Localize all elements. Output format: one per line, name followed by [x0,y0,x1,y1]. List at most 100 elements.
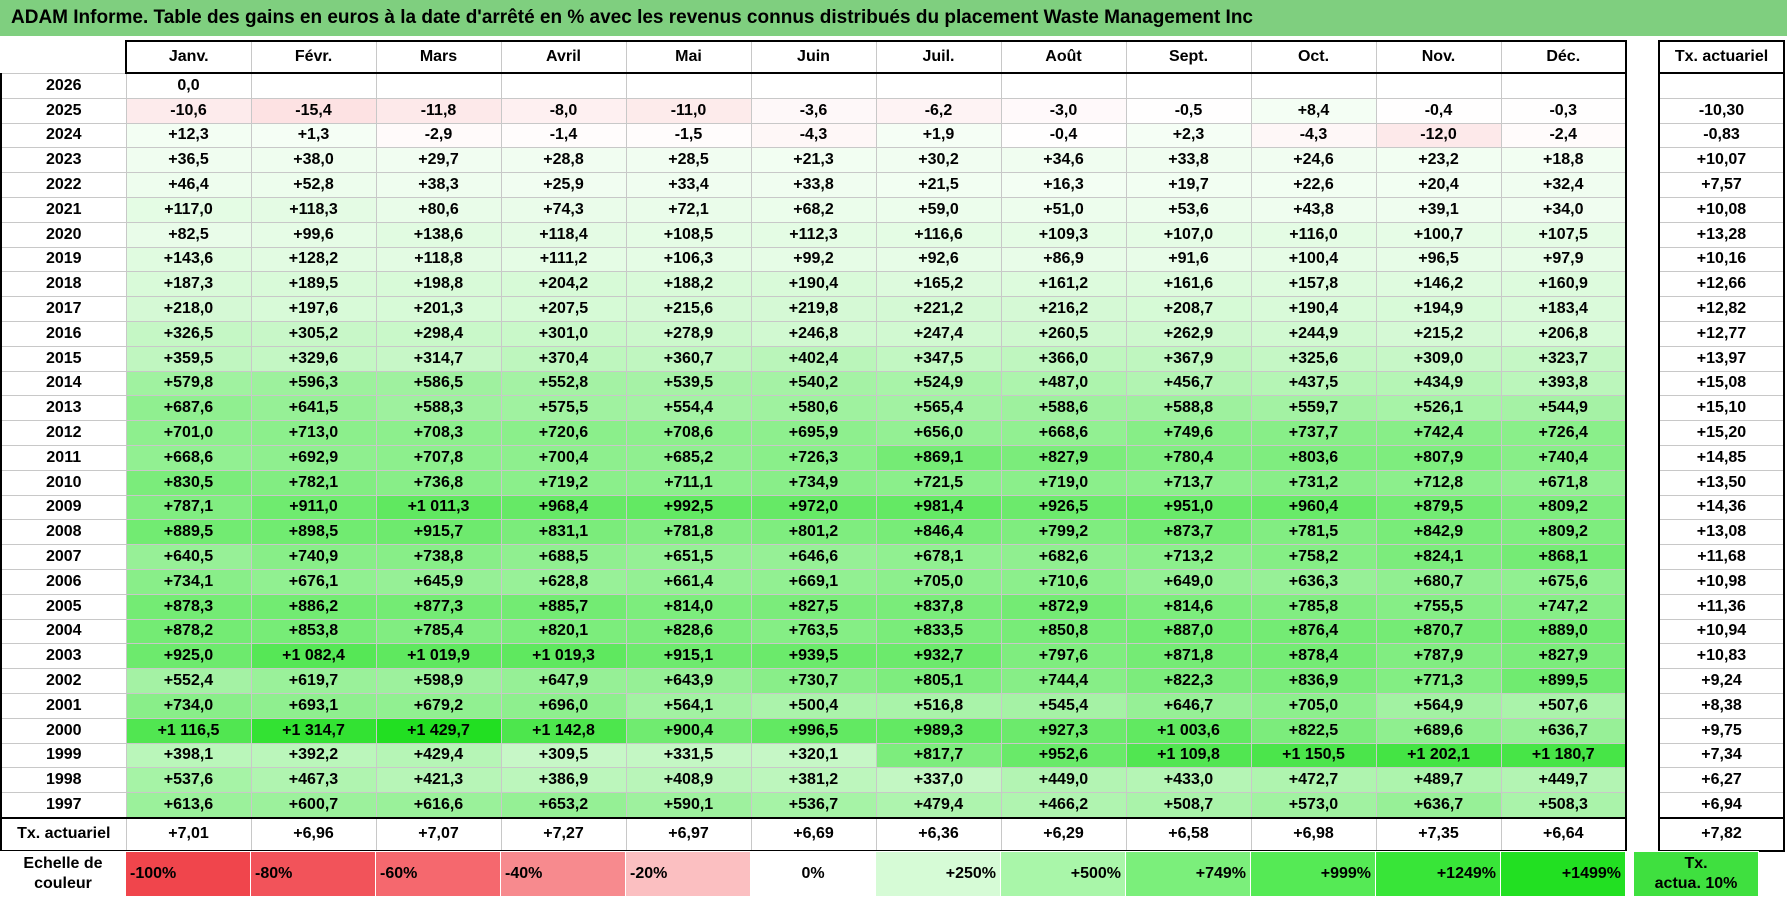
rate-cell: +10,83 [1658,643,1785,670]
gain-cell: +814,6 [1125,593,1252,620]
gain-cell: +782,1 [250,469,377,496]
footer-rate-cell: +7,07 [375,816,502,852]
gain-cell: +107,5 [1500,221,1627,248]
gain-cell: +393,8 [1500,370,1627,397]
rate-cell: +14,85 [1658,444,1785,471]
gain-cell: +360,7 [625,345,752,372]
gain-cell: +449,0 [1000,767,1127,794]
gain-cell: +187,3 [125,271,252,298]
gain-cell: +740,9 [250,544,377,570]
gain-cell: +885,7 [500,593,627,620]
table-row: 2019 +143,6 +128,2 +118,8 +111,2 +106,3 +99,2 +… [0,246,1627,273]
table-row: 2011 +668,6 +692,9 +707,8 +700,4 +685,2 +726,3… [0,444,1627,471]
gain-cell: +161,6 [1125,271,1252,298]
year-cell: 2017 [0,296,127,322]
gain-cell: +872,9 [1000,593,1127,620]
gain-cell: +763,5 [750,618,877,645]
rate-cell: +10,98 [1658,568,1785,595]
gain-cell: +668,6 [125,444,252,471]
gain-cell: +206,8 [1500,320,1627,347]
gain-cell: +850,8 [1000,618,1127,645]
gain-cell: +636,7 [1500,717,1627,744]
gain-cell: +649,0 [1125,568,1252,595]
gain-cell: +46,4 [125,172,252,198]
rate-cell: +15,10 [1658,395,1785,422]
gain-cell: +112,3 [750,221,877,248]
gain-cell: +25,9 [500,172,627,198]
gain-cell [375,72,502,99]
gain-cell: +785,4 [375,618,502,645]
gain-cell: +799,2 [1000,519,1127,546]
table-row: 2023 +36,5 +38,0 +29,7 +28,8 +28,5 +21,3 +30,2 +… [0,147,1627,174]
gain-cell: +749,6 [1125,420,1252,446]
gain-cell: +876,4 [1250,618,1377,645]
rate-cell: +12,77 [1658,320,1785,347]
rate-cell: +14,36 [1658,494,1785,521]
gain-cell: +12,3 [125,122,252,149]
month-header: Juin [750,40,877,74]
year-cell: 2004 [0,618,127,645]
gain-cell: +38,0 [250,147,377,174]
legend-gap [1625,851,1634,897]
gain-cell: +692,9 [250,444,377,471]
gain-cell: +616,6 [375,792,502,819]
gain-cell: +636,7 [1375,792,1502,819]
legend-swatch: +500% [1000,851,1126,897]
gain-cell: +705,0 [875,568,1002,595]
gain-cell: +207,5 [500,296,627,322]
gain-cell: +705,0 [1250,692,1377,719]
year-cell: 2013 [0,395,127,422]
gain-cell: +656,0 [875,420,1002,446]
gain-cell: +830,5 [125,469,252,496]
gain-cell: +160,9 [1500,271,1627,298]
gain-cell: +726,4 [1500,420,1627,446]
gain-cell: +204,2 [500,271,627,298]
table-row: 2025 -10,6 -15,4 -11,8 -8,0 -11,0 -3,6 -6,2 -3,0… [0,97,1627,124]
table-row: 2004 +878,2 +853,8 +785,4 +820,1 +828,6 +763,5… [0,618,1627,645]
gain-cell: +68,2 [750,196,877,223]
rate-cell: +13,08 [1658,519,1785,546]
table-row: 2010 +830,5 +782,1 +736,8 +719,2 +711,1 +734,9… [0,469,1627,496]
gain-cell: +710,6 [1000,568,1127,595]
gain-cell: +22,6 [1250,172,1377,198]
gain-cell: -0,4 [1375,97,1502,124]
legend-rate-line1: Tx. [1684,855,1708,872]
gain-cell: +580,6 [750,395,877,422]
gain-cell: +712,8 [1375,469,1502,496]
gain-cell: +643,9 [625,668,752,694]
rate-cell: +10,08 [1658,196,1785,223]
gain-cell: +215,6 [625,296,752,322]
gain-cell: +80,6 [375,196,502,223]
gain-cell: +381,2 [750,767,877,794]
gain-cell: +730,7 [750,668,877,694]
gain-cell: +544,9 [1500,395,1627,422]
gain-cell: +221,2 [875,296,1002,322]
gain-cell: +479,4 [875,792,1002,819]
table-row: 1999 +398,1 +392,2 +429,4 +309,5 +331,5 +320,1… [0,742,1627,769]
table-row: 2015 +359,5 +329,6 +314,7 +370,4 +360,7 +402,4… [0,345,1627,372]
rate-cell: -0,83 [1658,122,1785,149]
gain-cell: +86,9 [1000,246,1127,273]
legend-label: Echelle de couleur [0,851,126,897]
gain-cell: +116,0 [1250,221,1377,248]
rate-cell: +8,38 [1658,692,1785,719]
gain-cell: +805,1 [875,668,1002,694]
year-cell: 2012 [0,420,127,446]
gain-cell: +737,7 [1250,420,1377,446]
gain-cell: +701,0 [125,420,252,446]
table-row: 2021 +117,0 +118,3 +80,6 +74,3 +72,1 +68,2 +59,… [0,196,1627,223]
legend-swatch: +1249% [1375,851,1501,897]
rate-cell: +10,07 [1658,147,1785,174]
gain-cell: +653,2 [500,792,627,819]
gain-cell: -2,9 [375,122,502,149]
year-cell: 2011 [0,444,127,471]
gain-cell: +685,2 [625,444,752,471]
rate-cell: +12,82 [1658,296,1785,322]
gain-cell: +588,3 [375,395,502,422]
gain-cell: +21,3 [750,147,877,174]
gain-cell: +19,7 [1125,172,1252,198]
footer-rate-cell: +6,29 [1000,816,1127,852]
gain-cell: +20,4 [1375,172,1502,198]
gain-cell: +366,0 [1000,345,1127,372]
legend-swatch: +999% [1250,851,1376,897]
